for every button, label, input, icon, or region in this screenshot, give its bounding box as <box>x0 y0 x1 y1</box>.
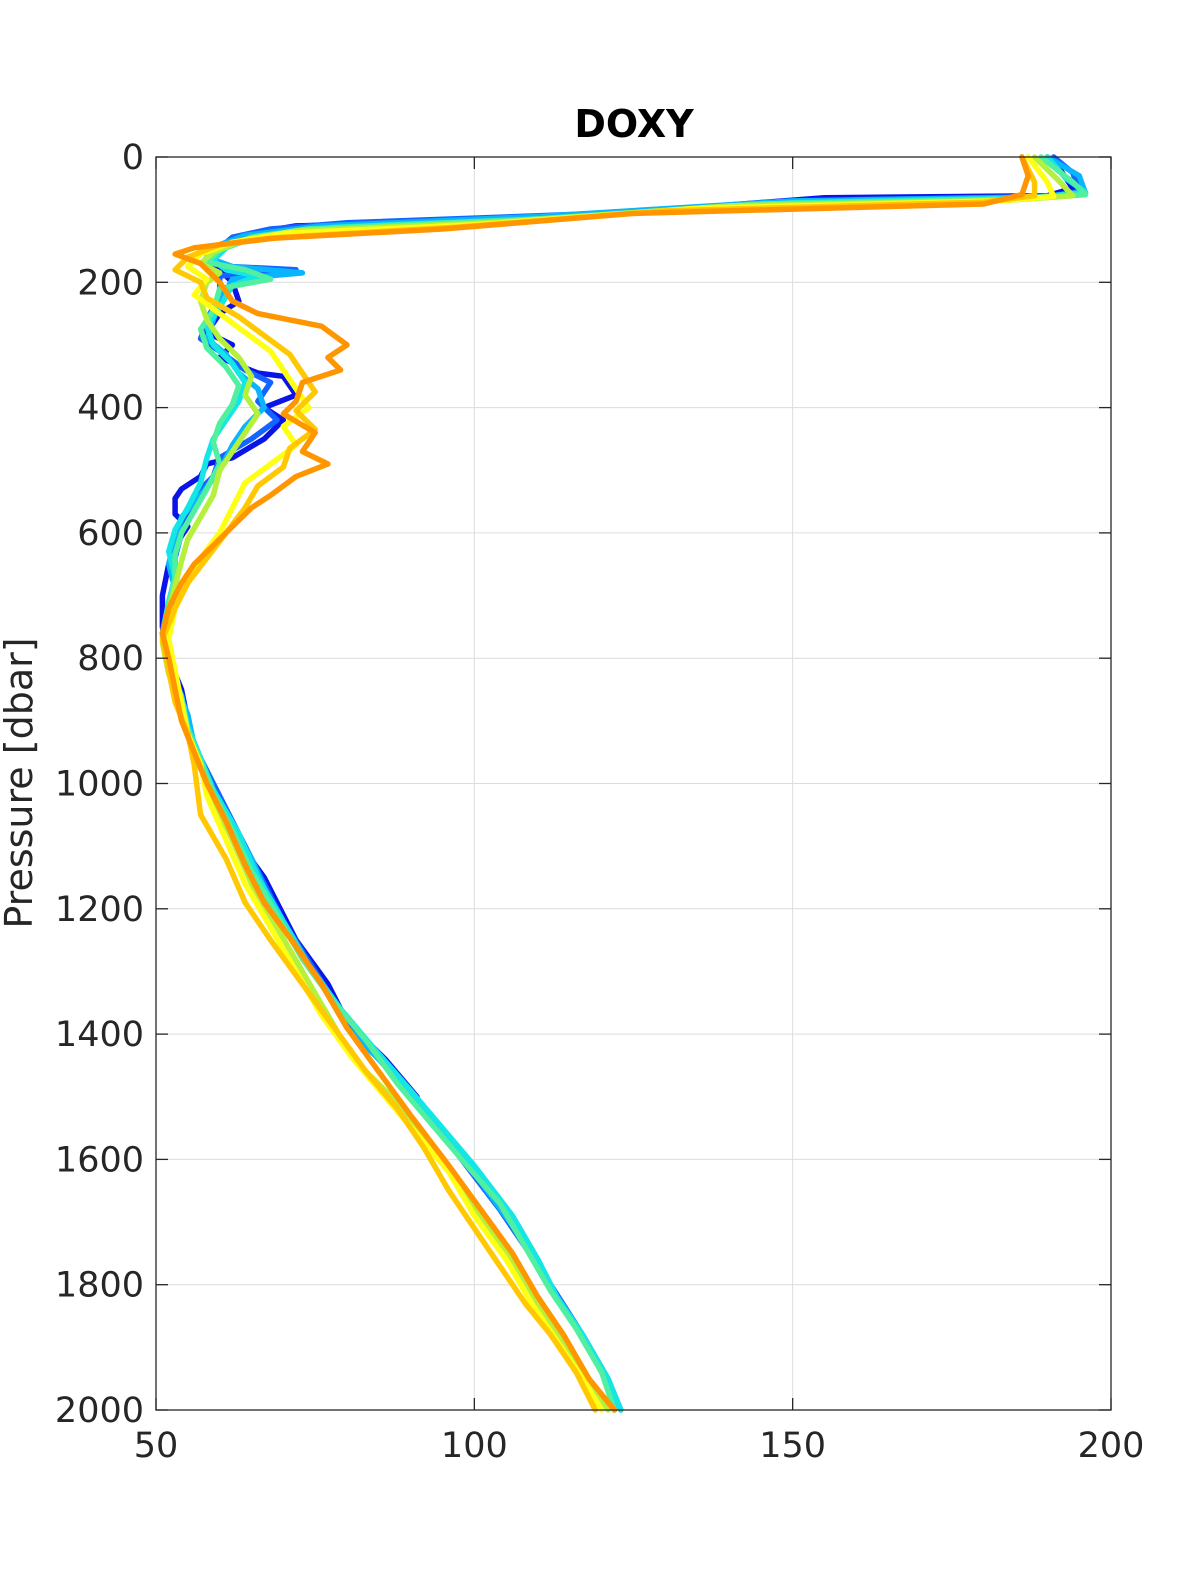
y-tick-label: 200 <box>77 263 144 303</box>
y-tick-label: 1200 <box>55 890 144 930</box>
tick-group: 50 100 150 20002004006008001000120014001600… <box>55 138 1144 1466</box>
y-tick-label: 400 <box>77 389 144 429</box>
grid-lines <box>155 156 1112 1411</box>
y-tick-label: 0 <box>122 138 144 178</box>
y-tick-label: 1400 <box>55 1015 144 1055</box>
x-tick-label: 200 <box>1078 1426 1145 1466</box>
chart-title: DOXY <box>574 102 694 146</box>
x-tick-label: 150 <box>759 1426 826 1466</box>
y-tick-label: 1600 <box>55 1140 144 1180</box>
y-tick-label: 600 <box>77 514 144 554</box>
y-tick-label: 2000 <box>55 1391 144 1431</box>
y-tick-label: 1800 <box>55 1266 144 1306</box>
y-tick-label: 1000 <box>55 765 144 805</box>
y-axis-label: Pressure [dbar] <box>0 637 41 928</box>
x-tick-label: 100 <box>441 1426 508 1466</box>
y-tick-label: 800 <box>77 639 144 679</box>
x-tick-label: 50 <box>134 1426 179 1466</box>
series-line-9 <box>159 154 1031 1413</box>
series-group <box>159 154 1089 1413</box>
